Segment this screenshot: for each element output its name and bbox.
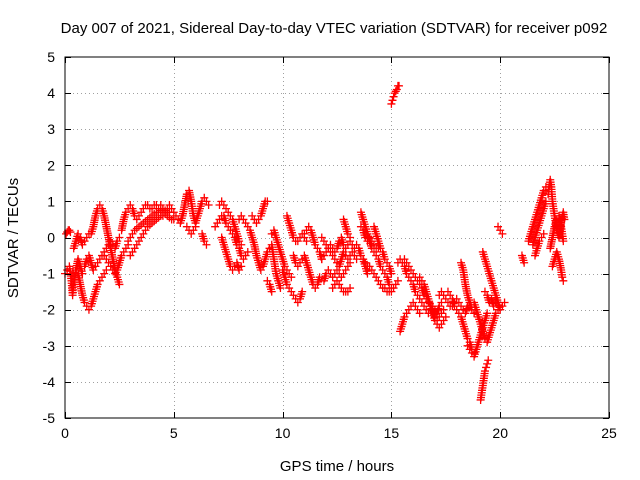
data-point (539, 229, 548, 238)
data-point (65, 226, 74, 235)
data-point (388, 96, 397, 105)
y-tick-label: 4 (47, 85, 55, 101)
data-point (346, 233, 355, 242)
data-point (391, 87, 400, 96)
data-point (559, 276, 568, 285)
data-point (267, 287, 276, 296)
data-point (387, 269, 396, 278)
data-point (395, 81, 404, 90)
y-tick-label: -3 (43, 338, 56, 354)
data-point (439, 305, 448, 314)
data-point (66, 228, 75, 237)
data-point (204, 201, 213, 210)
x-tick-label: 15 (384, 425, 400, 441)
data-point (483, 359, 492, 368)
data-point (302, 237, 311, 246)
data-point (482, 363, 491, 372)
y-axis-label: SDTVAR / TECUs (5, 178, 22, 298)
y-tick-label: -5 (43, 410, 56, 426)
data-point (520, 258, 529, 267)
x-tick-label: 10 (275, 425, 291, 441)
data-point (483, 309, 492, 318)
x-tick-label: 0 (61, 425, 69, 441)
data-point (415, 309, 424, 318)
data-point (237, 240, 246, 249)
y-tick-label: 5 (47, 49, 55, 65)
plot-frame (64, 56, 610, 419)
data-point (480, 367, 489, 376)
data-point (558, 273, 567, 282)
data-point (243, 247, 252, 256)
x-tick-label: 20 (492, 425, 508, 441)
data-point (202, 240, 211, 249)
data-layer (61, 81, 569, 404)
y-tick-label: -1 (43, 266, 56, 282)
data-point (298, 287, 307, 296)
data-point (315, 273, 324, 282)
chart-title: Day 007 of 2021, Sidereal Day-to-day VTE… (61, 20, 608, 37)
grid-layer (65, 57, 609, 418)
data-point (115, 280, 124, 289)
data-point (560, 215, 569, 224)
data-point (263, 197, 272, 206)
data-point (393, 276, 402, 285)
data-point (559, 237, 568, 246)
y-tick-label: 0 (47, 230, 55, 246)
data-point (491, 298, 500, 307)
y-tick-label: 3 (47, 121, 55, 137)
data-point (484, 356, 493, 365)
x-tick-label: 5 (170, 425, 178, 441)
y-tick-label: -2 (43, 302, 56, 318)
data-point (276, 284, 285, 293)
x-tick-label: 25 (601, 425, 617, 441)
data-point (346, 284, 355, 293)
data-point (389, 92, 398, 101)
data-point (346, 258, 355, 267)
y-tick-label: 2 (47, 157, 55, 173)
data-point (191, 222, 200, 231)
x-axis-label: GPS time / hours (280, 458, 394, 475)
axis-layer: 0 5 10 15 20 25 -5 -4 -3 -2 -1 0 1 2 3 4 5 (43, 49, 617, 441)
data-point (387, 99, 396, 108)
data-point (387, 287, 396, 296)
data-point (500, 298, 509, 307)
data-point (441, 312, 450, 321)
data-point (115, 233, 124, 242)
y-tick-label: 1 (47, 193, 55, 209)
data-point (237, 262, 246, 271)
data-point (498, 229, 507, 238)
y-tick-label: -4 (43, 374, 56, 390)
